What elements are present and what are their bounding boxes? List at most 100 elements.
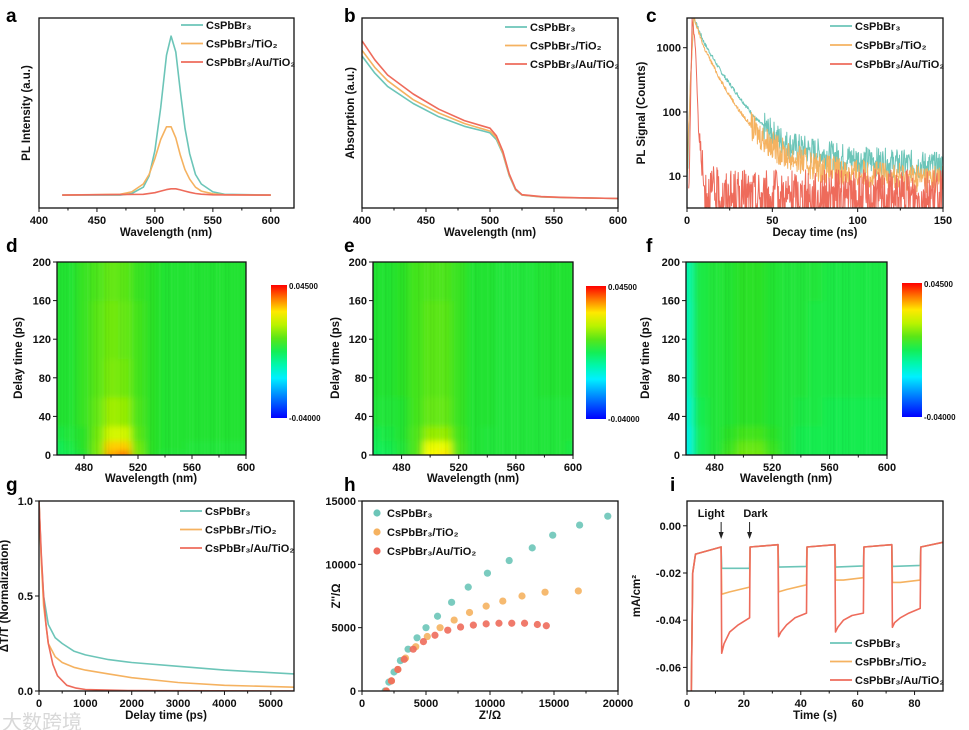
heatmap-cell (480, 262, 495, 302)
heatmap-texture (126, 262, 128, 455)
heatmap-texture (884, 262, 886, 455)
heatmap-cell (373, 397, 381, 427)
heatmap-texture (538, 262, 540, 455)
heatmap-texture (153, 262, 155, 455)
heatmap-texture (81, 262, 83, 455)
heatmap-texture (177, 262, 179, 455)
heatmap-cell (822, 426, 838, 442)
heatmap-cell (77, 300, 92, 359)
legend-label: CsPbBr₃ (855, 638, 900, 650)
heatmap-texture (394, 262, 396, 455)
heatmap-texture (860, 262, 862, 455)
heatmap-cell (380, 262, 395, 302)
data-point (448, 598, 456, 606)
heatmap-texture (562, 262, 564, 455)
heatmap-cell (707, 300, 723, 359)
heatmap-cell (239, 440, 246, 451)
heatmap-texture (689, 262, 691, 455)
heatmap-cell (394, 426, 410, 442)
x-axis-label: Decay time (ns) (772, 227, 857, 239)
heatmap-texture (544, 262, 546, 455)
heatmap-cell (239, 450, 246, 455)
heatmap-cell (90, 300, 105, 359)
plot-area (381, 512, 612, 691)
data-point (469, 621, 477, 629)
heatmap-texture (725, 262, 727, 455)
heatmap-texture (123, 262, 125, 455)
heatmap-texture (493, 262, 495, 455)
data-point (404, 645, 412, 653)
heatmap-texture (529, 262, 531, 455)
heatmap-cell (537, 440, 553, 451)
heatmap-cell (879, 440, 887, 451)
heatmap-cell (779, 397, 795, 427)
heatmap-cell (451, 450, 467, 455)
heatmap-texture (240, 262, 242, 455)
panel-letter: a (6, 6, 17, 27)
data-point (382, 687, 390, 691)
heatmap-texture (746, 262, 748, 455)
heatmap-cell (185, 300, 200, 359)
y-tick-label: 160 (349, 296, 367, 308)
heatmap-texture (845, 262, 847, 455)
heatmap-cell (707, 426, 723, 442)
panel-e (369, 261, 606, 459)
data-point (604, 512, 612, 520)
heatmap-cell (144, 450, 159, 455)
heatmap-cell (104, 426, 119, 442)
heatmap-cell (721, 397, 737, 427)
plot-area (690, 541, 943, 691)
heatmap-cell (90, 450, 105, 455)
data-point (423, 632, 431, 641)
y-tick-label: 0 (350, 686, 356, 698)
heatmap-texture (436, 262, 438, 455)
heatmap-texture (72, 262, 74, 455)
colorbar-max-label: 0.04500 (289, 282, 318, 291)
heatmap-texture (415, 262, 417, 455)
heatmap-cell (117, 262, 132, 302)
heatmap-cell (57, 440, 65, 451)
heatmap-cell (879, 426, 887, 442)
heatmap-cell (693, 300, 709, 359)
heatmap-cell (144, 397, 159, 427)
data-point (576, 521, 584, 529)
heatmap-cell (57, 450, 65, 455)
arrow-head-icon (747, 532, 753, 539)
x-tick-label: 600 (237, 462, 255, 474)
heatmap-cell (551, 440, 567, 451)
heatmap-cell (707, 397, 723, 427)
heatmap-cell (707, 440, 723, 451)
y-tick-label: 120 (33, 334, 51, 346)
heatmap-texture (231, 262, 233, 455)
y-axis-label: PL Intensity (a.u.) (21, 65, 33, 161)
heatmap-texture (713, 262, 715, 455)
heatmap-texture (752, 262, 754, 455)
heatmap-cell (437, 450, 453, 455)
data-point (387, 677, 396, 685)
heatmap-texture (517, 262, 519, 455)
data-point (431, 631, 439, 639)
heatmap-texture (815, 262, 817, 455)
heatmap-cell (171, 262, 186, 302)
heatmap-cell (750, 450, 766, 455)
heatmap-texture (716, 262, 718, 455)
heatmap-cell (212, 358, 227, 398)
heatmap-cell (171, 358, 186, 398)
heatmap-cell (117, 358, 132, 398)
heatmap-texture (800, 262, 802, 455)
axes-frame (372, 261, 574, 456)
heatmap-cell (423, 262, 438, 302)
heatmap-cell (131, 397, 146, 427)
heatmap-cell (144, 358, 159, 398)
heatmap-texture (869, 262, 871, 455)
panel-h (358, 500, 619, 695)
x-tick-label: 550 (545, 215, 563, 227)
heatmap-cell (90, 397, 105, 427)
heatmap-cell (131, 450, 146, 455)
heatmap-cell (865, 397, 881, 427)
data-point (520, 619, 529, 627)
heatmap-texture (496, 262, 498, 455)
heatmap-cell (212, 397, 227, 427)
heatmap-cell (494, 300, 510, 359)
heatmap-cell (77, 397, 92, 427)
